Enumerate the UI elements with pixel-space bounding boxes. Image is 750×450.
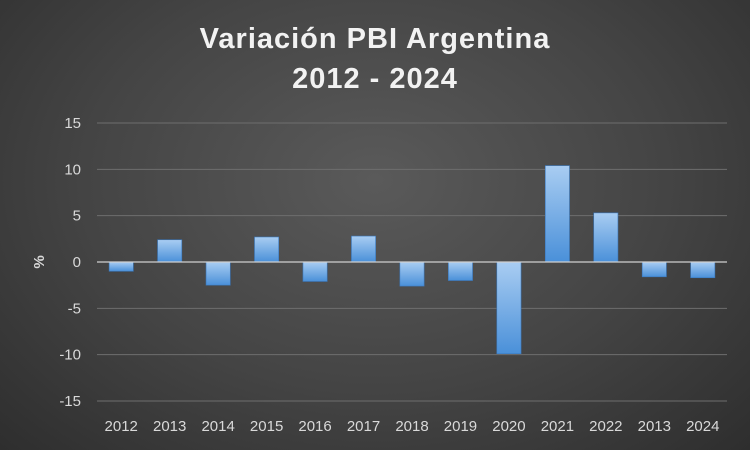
- y-tick-labels: -15 -10 -5 0 5 10 15: [59, 115, 81, 410]
- bar-2014-2: [205, 261, 231, 286]
- bar-2021-9: [544, 165, 570, 263]
- x-tick-label: 2021: [541, 418, 574, 435]
- bar-2012-0: [108, 261, 134, 272]
- bar-2013-1: [157, 239, 183, 263]
- bar-2018-6: [399, 261, 425, 287]
- x-tick-label: 2018: [395, 418, 428, 435]
- y-tick-label: 5: [73, 208, 81, 225]
- bar-2022-10: [593, 212, 619, 263]
- y-tick-label: 10: [64, 161, 81, 178]
- x-tick-label: 2017: [347, 418, 380, 435]
- x-tick-label: 2015: [250, 418, 283, 435]
- bar-2015-3: [254, 236, 280, 263]
- gridlines: [97, 122, 727, 402]
- x-tick-label: 2014: [201, 418, 234, 435]
- chart-title-line-1: Variación PBI Argentina: [200, 23, 551, 55]
- y-tick-label: -15: [59, 393, 81, 410]
- x-tick-label: 2013: [153, 418, 186, 435]
- x-tick-label: 2019: [444, 418, 477, 435]
- bar-2019-7: [448, 261, 473, 281]
- y-tick-label: 15: [64, 115, 81, 132]
- bars: [108, 165, 716, 355]
- y-tick-label: -10: [59, 347, 81, 364]
- x-tick-label: 2013: [638, 418, 671, 435]
- bar-2016-4: [302, 261, 328, 282]
- y-tick-label: -5: [68, 300, 81, 317]
- x-tick-label: 2016: [298, 418, 331, 435]
- bar-2024-12: [690, 261, 716, 279]
- x-tick-label: 2024: [686, 418, 719, 435]
- chart-title-line-2: 2012 - 2024: [292, 63, 458, 95]
- y-tick-label: 0: [73, 254, 81, 271]
- bar-2013-11: [641, 261, 667, 278]
- bar-2020-8: [496, 261, 522, 355]
- x-tick-label: 2022: [589, 418, 622, 435]
- bar-2017-5: [351, 235, 376, 263]
- y-axis-title: %: [31, 255, 48, 268]
- x-tick-label: 2012: [105, 418, 138, 435]
- x-tick-label: 2020: [492, 418, 525, 435]
- x-tick-labels: 2012 2013 2014 2015 2016 2017 2018 2019 2020 2021…: [105, 418, 720, 435]
